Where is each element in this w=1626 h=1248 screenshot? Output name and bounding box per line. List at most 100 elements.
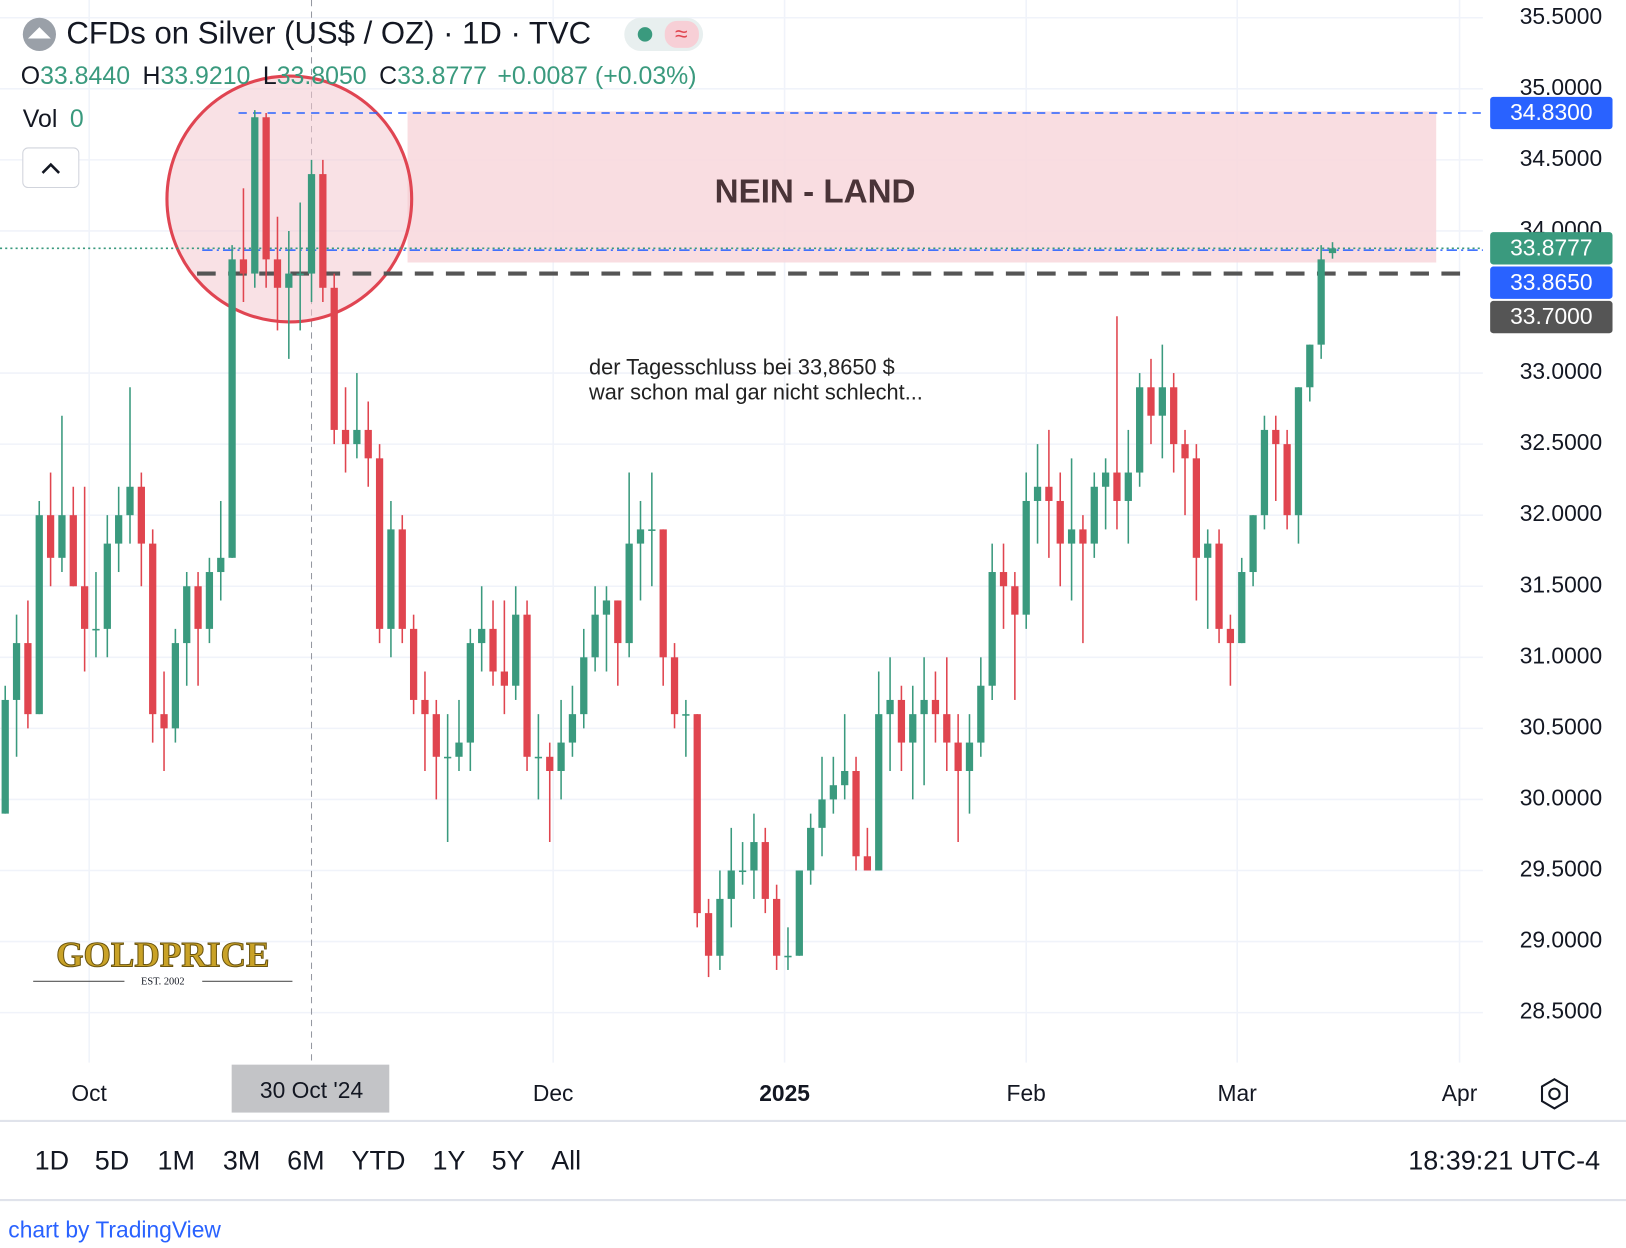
symbol-icon [27,27,51,39]
candle-body [466,643,474,743]
candle-body [1033,486,1042,501]
candle-body [421,699,429,715]
period-button[interactable]: 5Y [492,1146,525,1176]
candle-body [897,699,906,743]
candle-body [319,174,327,288]
candle-body [977,685,985,743]
candle-body [716,898,724,956]
candle-body [761,842,769,899]
candle-body [807,827,815,871]
period-button[interactable]: 1D [35,1146,69,1176]
candle-body [1147,387,1155,416]
candle-body [920,699,928,715]
candle-body [682,714,690,716]
candle-body [1272,429,1280,445]
period-button[interactable]: 1M [158,1146,195,1176]
candle-body [1079,529,1087,544]
candle-body [829,785,837,800]
chevron [41,162,61,174]
candle-body [217,557,225,573]
candle-body [568,714,577,743]
candle-body [1283,444,1291,516]
candle-body [931,699,940,715]
footer-link[interactable]: chart by TradingView [8,1216,221,1242]
candle-body [432,714,440,757]
candle-body [24,643,32,715]
volume: Vol 0 [23,104,84,132]
candle-body [353,429,361,445]
price-badge-label: 33.8650 [1510,269,1592,295]
legend-change: +0.0087 (+0.03%) [497,62,696,90]
candle-body [12,643,21,700]
candle-body [58,515,66,558]
market-dot [637,27,653,42]
candle-body [1238,572,1246,644]
candle-body [591,614,599,658]
candle-body [1101,472,1110,487]
candle-body [523,614,531,757]
candle-body [183,586,191,644]
candle-body [500,671,508,686]
candle-body [444,756,452,759]
legend-key: C [379,62,397,90]
candle-body [852,770,860,857]
candle-body [478,628,486,644]
candle-body [988,572,996,686]
settings-icon[interactable] [1540,1078,1568,1110]
x-tick-label: Oct [71,1080,107,1106]
period-button[interactable]: 3M [223,1146,260,1176]
clock: 18:39:21 UTC-4 [1408,1146,1600,1176]
zone [407,111,1437,263]
y-tick-label: 35.0000 [1520,74,1602,100]
volume-value: 0 [70,104,84,132]
price-badge-label: 34.8300 [1510,99,1592,125]
delay-icon: ≈ [675,20,688,46]
y-tick-label: 29.5000 [1520,855,1602,881]
candle-body [1249,515,1257,573]
candle-body [126,486,134,516]
y-tick-label: 32.0000 [1520,500,1602,526]
collapse-button[interactable] [22,147,80,189]
ohlc-legend: O33.8440 H33.9210 L33.8050 C33.8777 +0.0087 … [21,62,697,90]
period-button[interactable]: YTD [352,1146,406,1176]
candle-body [704,913,713,956]
candle-body [863,856,872,871]
legend-value: 33.8050 [277,62,367,90]
candle-body [1204,543,1212,558]
candle-body [965,742,974,771]
candle-body [841,770,849,786]
y-tick-label: 32.5000 [1520,429,1602,455]
candle-body [875,714,883,871]
candle-body [1192,458,1201,558]
candle-body [625,543,633,644]
legend-value: 33.8440 [40,62,130,90]
legend-key: O [21,62,40,90]
candle-body [1090,486,1098,544]
candle-body [1215,543,1223,629]
logo-est: EST. 2002 [141,977,185,988]
candle-body [670,657,679,715]
candle-body [818,799,826,828]
candle-body [750,842,758,871]
annotation: war schon mal gar nicht schlecht... [588,380,923,405]
candle-body [1158,387,1166,416]
candle-body [602,600,611,615]
zone-label: NEIN - LAND [715,173,916,210]
y-tick-label: 33.0000 [1520,358,1602,384]
period-button[interactable]: 5D [95,1146,129,1176]
title: CFDs on Silver (US$ / OZ) · 1D · TVC [66,16,591,51]
period-button[interactable]: All [551,1146,581,1176]
candle-body [659,529,667,658]
period-button[interactable]: 1Y [433,1146,466,1176]
candle-body [1136,387,1144,473]
candle-body [228,259,236,558]
candle-body [455,742,463,757]
y-tick-label: 29.0000 [1520,927,1602,953]
price-badge-label: 33.8777 [1510,234,1592,260]
candle-body [557,742,565,771]
candle-body [92,628,100,631]
candle-body [1113,472,1121,501]
period-button[interactable]: 6M [287,1146,324,1176]
y-tick-label: 35.5000 [1520,3,1602,29]
